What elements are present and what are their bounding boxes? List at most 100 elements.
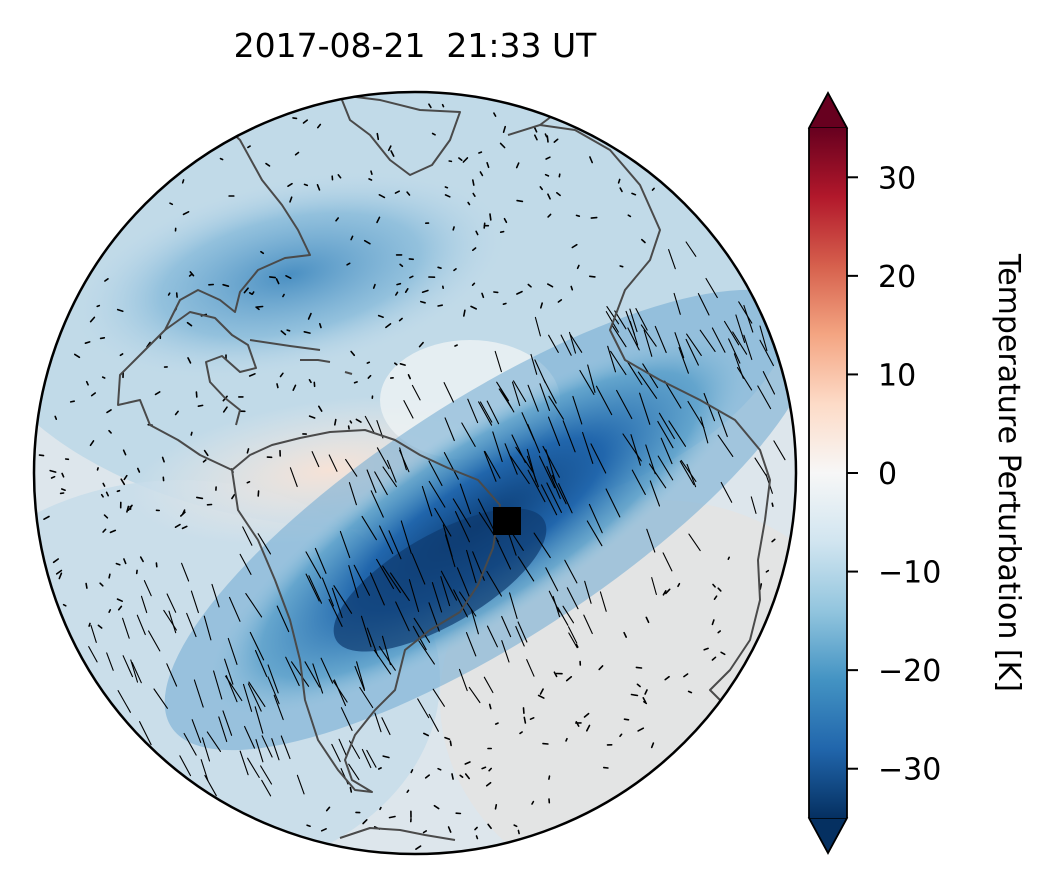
wind-vector — [583, 712, 590, 718]
wind-vector — [353, 564, 371, 596]
wind-vector — [623, 718, 630, 721]
wind-vector — [89, 316, 96, 323]
wind-vector — [246, 480, 251, 484]
wind-vector — [453, 268, 457, 272]
wind-vector — [539, 383, 551, 411]
wind-vector — [626, 360, 643, 386]
colorbar-extend-top — [807, 91, 849, 129]
wind-vector — [417, 698, 430, 719]
wind-vector — [590, 443, 607, 474]
wind-vector — [605, 488, 621, 518]
wind-vectors — [38, 103, 786, 851]
wind-vector — [658, 412, 675, 440]
wind-vector — [99, 336, 106, 340]
wind-vector — [422, 830, 428, 834]
wind-vector — [314, 547, 327, 574]
wind-vector — [328, 454, 338, 472]
wind-vector — [409, 275, 414, 279]
wind-vector — [464, 773, 471, 780]
wind-vector — [526, 659, 535, 677]
wind-vector — [102, 528, 107, 533]
wind-vector — [685, 241, 697, 257]
wind-vector — [370, 170, 373, 175]
coastline-antarctica — [339, 827, 456, 841]
wind-vector — [636, 683, 641, 688]
wind-vector — [418, 640, 435, 665]
wind-vector — [717, 630, 722, 634]
wind-vector — [703, 392, 716, 422]
wind-vector — [644, 689, 648, 695]
wind-vector — [759, 325, 768, 352]
wind-vector — [664, 380, 682, 409]
wind-vector — [486, 570, 502, 597]
wind-vector — [651, 577, 657, 596]
wind-vector — [640, 324, 657, 347]
wind-vector — [225, 675, 243, 702]
wind-vector — [458, 668, 468, 692]
wind-vector — [539, 302, 544, 309]
wind-vector — [203, 615, 212, 641]
wind-vector — [499, 142, 506, 149]
wind-vector — [378, 194, 386, 199]
wind-vector — [648, 463, 667, 489]
wind-vector — [130, 659, 139, 683]
wind-vector — [103, 514, 109, 519]
wind-vector — [459, 774, 464, 779]
wind-vector — [630, 693, 639, 697]
wind-vector — [267, 676, 280, 705]
wind-vector — [119, 353, 124, 357]
wind-vector — [606, 306, 620, 325]
wind-vector — [105, 491, 109, 497]
wind-vector — [399, 362, 406, 366]
wind-vector — [564, 559, 578, 584]
wind-vector — [679, 460, 695, 486]
wind-vector — [623, 631, 628, 638]
wind-vector — [639, 392, 651, 425]
wind-vector — [267, 664, 279, 694]
wind-vector — [565, 737, 568, 742]
globe — [32, 90, 798, 856]
wind-vector — [493, 112, 497, 117]
wind-vector — [154, 391, 161, 396]
wind-vector — [546, 135, 549, 143]
wind-vector — [419, 300, 426, 304]
wind-vector — [101, 376, 106, 379]
wind-vector — [533, 126, 538, 133]
wind-vector — [521, 412, 535, 441]
wind-vector — [244, 725, 256, 749]
wind-vector — [305, 573, 320, 602]
wind-vector — [662, 552, 673, 572]
wind-vector — [668, 420, 687, 447]
wind-vector — [393, 362, 398, 366]
wind-vector — [345, 458, 358, 477]
wind-vector — [642, 696, 647, 703]
wind-vector — [303, 183, 309, 187]
wind-vector — [140, 595, 148, 614]
wind-vector — [179, 755, 192, 777]
wind-vector — [382, 755, 390, 759]
wind-vector — [470, 305, 478, 310]
wind-vector — [353, 381, 358, 384]
wind-vector — [374, 712, 382, 733]
wind-vector — [494, 803, 498, 810]
wind-vector — [410, 768, 414, 774]
wind-vector — [437, 266, 442, 270]
wind-vector — [348, 763, 360, 781]
wind-vector — [186, 321, 193, 327]
wind-vector — [437, 767, 442, 771]
wind-vector — [122, 449, 127, 456]
wind-vector — [74, 353, 81, 359]
wind-vector — [116, 489, 121, 493]
wind-vector — [126, 505, 130, 513]
colorbar-tick-label: −30 — [878, 753, 941, 788]
wind-vector — [622, 433, 642, 462]
wind-vector — [136, 614, 146, 636]
wind-vector — [470, 609, 479, 635]
wind-vector — [501, 640, 510, 663]
wind-vector — [617, 178, 621, 184]
wind-vector — [434, 507, 452, 537]
wind-vector — [255, 739, 264, 763]
wind-vector — [248, 681, 266, 707]
wind-vector — [276, 383, 279, 389]
wind-vector — [629, 308, 638, 333]
